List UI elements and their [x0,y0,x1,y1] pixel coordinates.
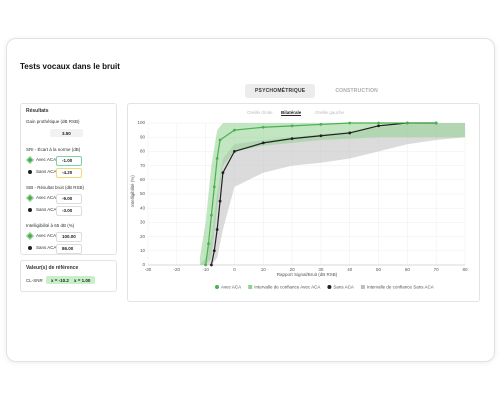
row-name: Avec ACA [36,233,57,238]
series-line [205,122,437,266]
data-point [215,228,219,231]
x-tick-label: 0 [233,267,236,272]
y-tick-label: 40 [140,205,146,210]
data-point [204,263,208,267]
data-point [348,121,352,125]
series-icon [28,246,32,250]
x-tick-label: 20 [290,267,296,272]
y-tick-label: 90 [140,134,146,139]
x-tick-label: 30 [318,267,324,272]
y-tick-label: 0 [142,262,145,267]
data-point [207,242,210,246]
x-tick-label: -20 [174,267,181,272]
row-name: Avec ACA [36,195,57,200]
row-value: 100.00 [56,231,82,242]
y-tick-label: 20 [140,234,146,239]
y-tick-label: 30 [140,220,146,225]
data-point [233,150,236,153]
y-tick-label: 60 [140,177,146,182]
row-name: Avec ACA [36,157,57,162]
y-tick-label: 70 [140,163,146,168]
series-icon [28,208,32,212]
reference-value: x = -10.20 [46,276,77,284]
data-point [210,213,213,217]
data-point [377,124,380,128]
data-point [319,123,323,126]
ear-toggle[interactable]: Bilatérale [281,110,302,116]
row-value: 86.00 [56,243,82,254]
legend-label: Sans ACA [333,285,354,290]
data-point [233,128,236,132]
data-point [261,141,265,145]
x-tick-label: -30 [145,267,152,272]
row-value: -3.00 [56,205,82,216]
tab[interactable]: CONSTRUCTION [335,88,378,94]
reference-title: Valeur(s) de référence [26,265,79,271]
legend-swatch [248,285,253,289]
row-name: Sans ACA [36,245,57,250]
gain-label: Gain prothétique (dB RSB) [26,119,80,124]
ear-toggle[interactable]: Oreille droite [247,110,273,115]
data-point [261,125,265,129]
data-point [290,124,294,128]
x-tick-label: 80 [462,267,468,272]
data-point [290,137,294,141]
ear-toggle[interactable]: Oreille gauche [315,110,345,115]
tab-bar: PSYCHOMÉTRIQUE CONSTRUCTION [245,84,388,98]
gain-value: 3.50 [50,129,83,137]
data-point [377,121,380,125]
data-point [210,263,213,267]
legend-label: Avec ACA [221,285,241,290]
confidence-band [199,123,465,265]
y-tick-label: 80 [140,149,146,154]
chart: Intelligibilité (%) Rapport Signal/Bruit… [130,120,468,290]
data-point [215,157,219,160]
y-axis-label: Intelligibilité (%) [130,175,135,207]
data-point [218,199,222,203]
legend-label: Intervalle de confiance Avec ACA [254,285,320,290]
x-tick-label: 70 [434,267,440,272]
results-title: Résultats [26,108,49,114]
data-point [218,138,222,142]
x-tick-label: 40 [347,267,353,272]
data-point [434,121,438,125]
legend-swatch [327,285,332,289]
row-value: -9.00 [56,193,82,204]
data-point [348,131,352,135]
metric-label: Intelligibilité à 65 dB (%) [26,223,75,228]
y-tick-label: 50 [140,191,146,196]
row-value: -1.00 [56,155,82,166]
y-tick-label: 100 [137,120,145,125]
reference-label: CL-SNR [26,278,43,283]
x-tick-label: 60 [405,267,411,272]
results-panel [20,103,117,255]
y-tick-label: 10 [140,248,146,253]
row-name: Sans ACA [36,207,57,212]
data-point [212,249,216,253]
page-title: Tests vocaux dans le bruit [20,62,120,71]
series-icon [28,170,32,174]
metric-label: SIB - Résultat bruit (dB RSB) [26,185,85,190]
row-value: -4.20 [56,167,82,178]
data-point [212,185,216,189]
data-point [319,134,323,138]
tab[interactable]: PSYCHOMÉTRIQUE [245,84,316,98]
metric-label: SRI - Écart à la norme (dB) [26,147,81,152]
x-axis-label: Rapport Signal/Bruit (dB RSB) [277,272,338,277]
x-tick-label: 10 [261,267,267,272]
data-point [405,121,409,125]
legend-swatch [360,285,365,289]
row-name: Sans ACA [36,169,57,174]
data-point [221,171,225,175]
reference-value: x = 1.00 [69,276,96,284]
confidence-band [199,123,465,265]
legend-label: Intervalle de confiance Sans ACA [367,285,434,290]
legend-swatch [215,285,219,289]
x-tick-label: -10 [202,267,209,272]
x-tick-label: 50 [376,267,382,272]
